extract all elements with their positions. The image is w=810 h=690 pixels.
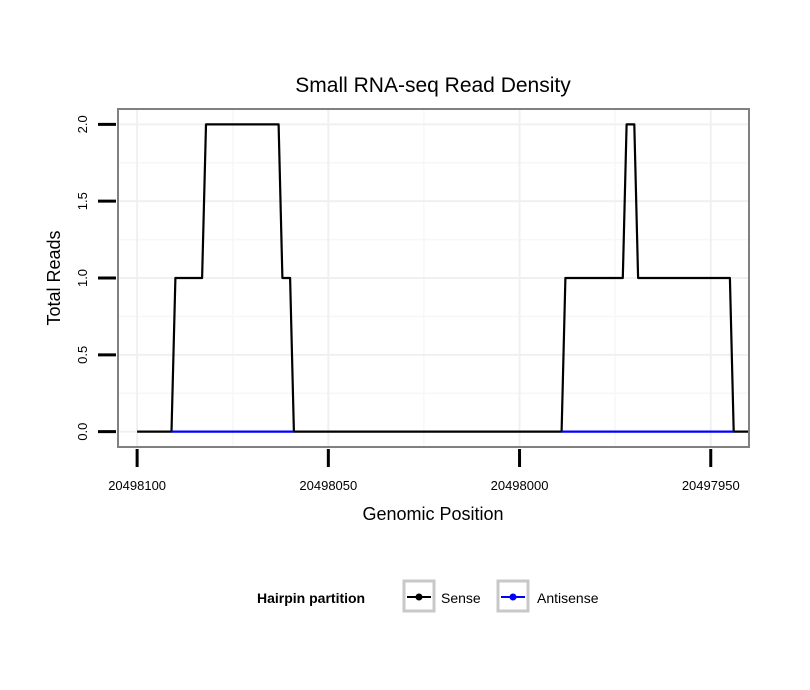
panel-border (117, 108, 750, 448)
legend-point-sense (415, 593, 423, 601)
y-tick-label: 0.0 (75, 423, 90, 441)
y-tick-label: 1.5 (75, 192, 90, 210)
y-tick-label: 2.0 (75, 115, 90, 133)
y-axis: 0.0 0.5 1.0 1.5 2.0 (75, 115, 116, 441)
x-tick-label: 20498100 (108, 478, 166, 493)
y-axis-title: Total Reads (44, 230, 64, 325)
y-tick-label: 1.0 (75, 269, 90, 287)
legend-label-sense: Sense (441, 590, 481, 606)
legend: Hairpin partition Sense Antisense (257, 579, 599, 613)
legend-title: Hairpin partition (257, 590, 365, 606)
x-axis: 20498100 20498050 20498000 20497950 (108, 449, 740, 493)
x-tick-label: 20497950 (682, 478, 740, 493)
x-tick-label: 20498000 (491, 478, 549, 493)
x-tick-label: 20498050 (299, 478, 357, 493)
legend-label-antisense: Antisense (537, 590, 599, 606)
x-axis-title: Genomic Position (362, 504, 503, 524)
plot-panel (117, 108, 750, 448)
y-tick-label: 0.5 (75, 346, 90, 364)
series-line-sense (137, 123, 749, 433)
series-lines (137, 123, 749, 433)
chart-title: Small RNA-seq Read Density (295, 74, 571, 97)
legend-point-antisense (509, 593, 517, 601)
